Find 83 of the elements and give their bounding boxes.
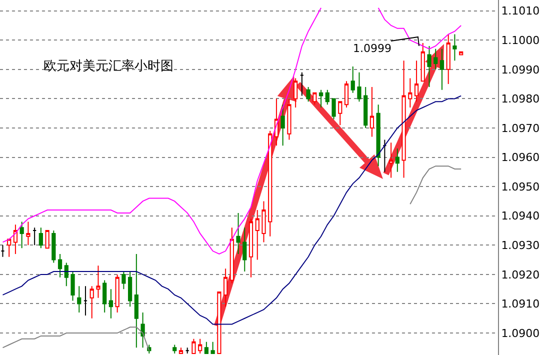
candlestick (178, 347, 184, 354)
candlestick (140, 312, 145, 348)
y-tick-label: 1.1000 (501, 34, 540, 47)
candlestick (312, 92, 317, 106)
candlestick (255, 210, 260, 260)
candlestick (38, 227, 43, 249)
candlestick (248, 218, 254, 278)
candlestick (294, 78, 298, 108)
candlestick (395, 148, 400, 172)
candlestick (13, 224, 18, 254)
candlestick (376, 104, 380, 167)
candlestick (338, 101, 342, 126)
y-tick-label: 1.0960 (501, 151, 540, 164)
candlestick (382, 139, 387, 172)
candlestick (262, 200, 266, 243)
y-tick-label: 1.0940 (501, 210, 540, 223)
candlestick (440, 48, 444, 90)
candlestick (83, 286, 88, 316)
candlestick (70, 271, 75, 302)
candlestick (408, 78, 412, 108)
candlestick (280, 104, 285, 146)
candlestick (236, 212, 240, 254)
candlestick (268, 130, 272, 237)
candlestick (52, 230, 56, 264)
candlestick (364, 86, 368, 128)
candlestick (357, 72, 362, 102)
line-series (2, 95, 462, 325)
candlestick (185, 347, 190, 354)
candlestick (300, 72, 304, 96)
candlestick (242, 227, 247, 272)
candlestick (287, 98, 292, 140)
candlestick (90, 286, 94, 319)
candlestick (102, 280, 107, 314)
candlestick (414, 60, 419, 102)
candlestick (388, 142, 394, 178)
y-tick-label: 1.0920 (501, 268, 540, 282)
candlestick (434, 48, 438, 70)
text: 欧元对美元汇率小时图 (43, 58, 174, 74)
candlestick (459, 51, 464, 56)
candlestick (452, 34, 457, 62)
candlestick (108, 288, 114, 319)
candlestick (7, 238, 12, 258)
candlestick (325, 89, 330, 106)
y-tick-label: 1.0930 (501, 239, 540, 252)
candlestick (427, 45, 432, 88)
candlestick (350, 66, 355, 94)
candlestick (134, 253, 138, 348)
candlestick (344, 80, 349, 108)
candlestick (115, 274, 120, 314)
y-tick-label: 1.0980 (501, 92, 540, 106)
candlestick (0, 244, 5, 258)
candlestick (20, 221, 24, 249)
candlestick (402, 60, 406, 178)
candlestick (204, 341, 208, 354)
y-tick-label: 1.0990 (501, 63, 540, 76)
candlestick (446, 34, 450, 85)
candlestick (332, 98, 336, 120)
candlestick (420, 42, 425, 82)
candlestick (192, 338, 196, 354)
candlestick (230, 227, 234, 284)
candlestick (172, 344, 177, 354)
candlestick (32, 227, 37, 246)
candlestick (198, 338, 202, 354)
y-tick-label: 1.0970 (501, 122, 540, 135)
candlestick (223, 268, 228, 308)
candlestick (58, 253, 62, 278)
y-tick-label: 1.1010 (501, 4, 540, 18)
candlestick (370, 86, 374, 138)
annotation: 1.0999 (353, 42, 392, 55)
candlestick (210, 341, 215, 354)
candlestick (96, 265, 100, 298)
candlestick (318, 89, 324, 108)
candlestick (77, 286, 82, 314)
candlestick (64, 262, 68, 287)
y-tick-label: 1.0910 (501, 298, 540, 311)
y-tick-label: 1.0950 (501, 180, 540, 194)
candlestick (26, 221, 30, 246)
y-tick-label: 1.0900 (501, 326, 540, 340)
candlestick (128, 271, 132, 308)
candlestick (217, 292, 222, 354)
candlestick (122, 271, 126, 290)
candlestick (45, 230, 50, 249)
candlestick (306, 86, 310, 102)
